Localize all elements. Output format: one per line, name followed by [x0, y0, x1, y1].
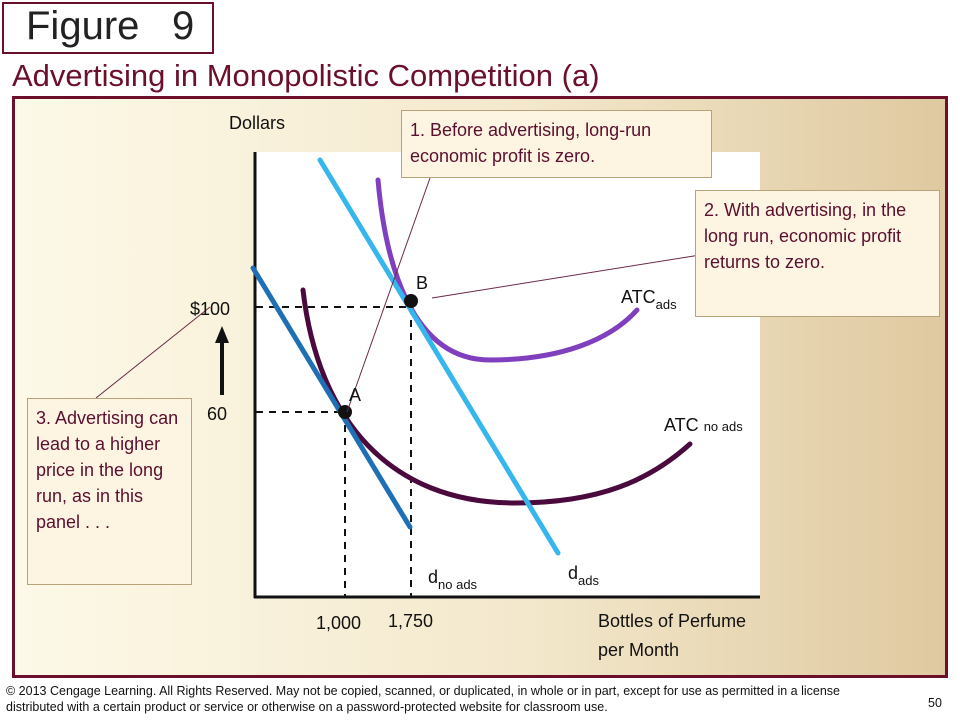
y-tick-label-60: 60	[207, 404, 228, 424]
copyright-footer: © 2013 Cengage Learning. All Rights Rese…	[6, 684, 841, 714]
demand-no-ads-label-sub: no ads	[438, 577, 478, 592]
callout-1-connector	[346, 177, 431, 413]
demand-no-ads-line	[250, 265, 413, 530]
x-axis-label-line2: per Month	[598, 640, 680, 660]
demand-ads-line	[317, 157, 561, 556]
callout-2-connector	[431, 254, 701, 299]
callout-note-1: 1. Before advertising, long-run economic…	[401, 110, 712, 178]
y-axis-label: Dollars	[229, 113, 286, 133]
atc-ads-label: ATCads	[621, 287, 677, 312]
atc-ads-label-sub: ads	[655, 297, 677, 312]
page-number: 50	[928, 696, 942, 710]
point-a-marker	[338, 405, 352, 419]
price-up-arrow-head	[215, 326, 229, 343]
callout-3-connector	[95, 306, 211, 399]
atc-no-ads-label-sub: no ads	[703, 419, 743, 434]
atc-no-ads-curve	[300, 287, 693, 506]
point-b-marker	[404, 294, 418, 308]
x-axis-label-line1: Bottles of Perfume	[598, 611, 747, 631]
callout-note-3: 3. Advertising can lead to a higher pric…	[27, 398, 192, 585]
demand-no-ads-label-main: d	[428, 567, 439, 587]
atc-ads-label-main: ATC	[621, 287, 656, 307]
callout-note-2: 2. With advertising, in the long run, ec…	[695, 190, 940, 317]
demand-ads-label: dads	[568, 563, 599, 588]
y-tick-label-100: $100	[190, 299, 231, 319]
point-b-label: B	[416, 273, 429, 293]
demand-ads-label-sub: ads	[578, 573, 599, 588]
atc-no-ads-label: ATC no ads	[664, 415, 743, 436]
atc-no-ads-label-main: ATC	[664, 415, 699, 435]
demand-ads-label-main: d	[568, 563, 579, 583]
point-a-label: A	[349, 385, 362, 405]
plot-area	[255, 152, 760, 597]
atc-ads-curve	[375, 177, 640, 363]
slide-title: Advertising in Monopolistic Competition …	[12, 58, 600, 93]
figure-number: 9	[172, 4, 195, 48]
x-tick-label-1750: 1,750	[388, 611, 434, 631]
x-tick-label-1000: 1,000	[316, 613, 362, 633]
figure-word: Figure	[26, 4, 140, 48]
figure-label-box: Figure 9	[2, 2, 214, 54]
demand-no-ads-label: dno ads	[428, 567, 477, 592]
